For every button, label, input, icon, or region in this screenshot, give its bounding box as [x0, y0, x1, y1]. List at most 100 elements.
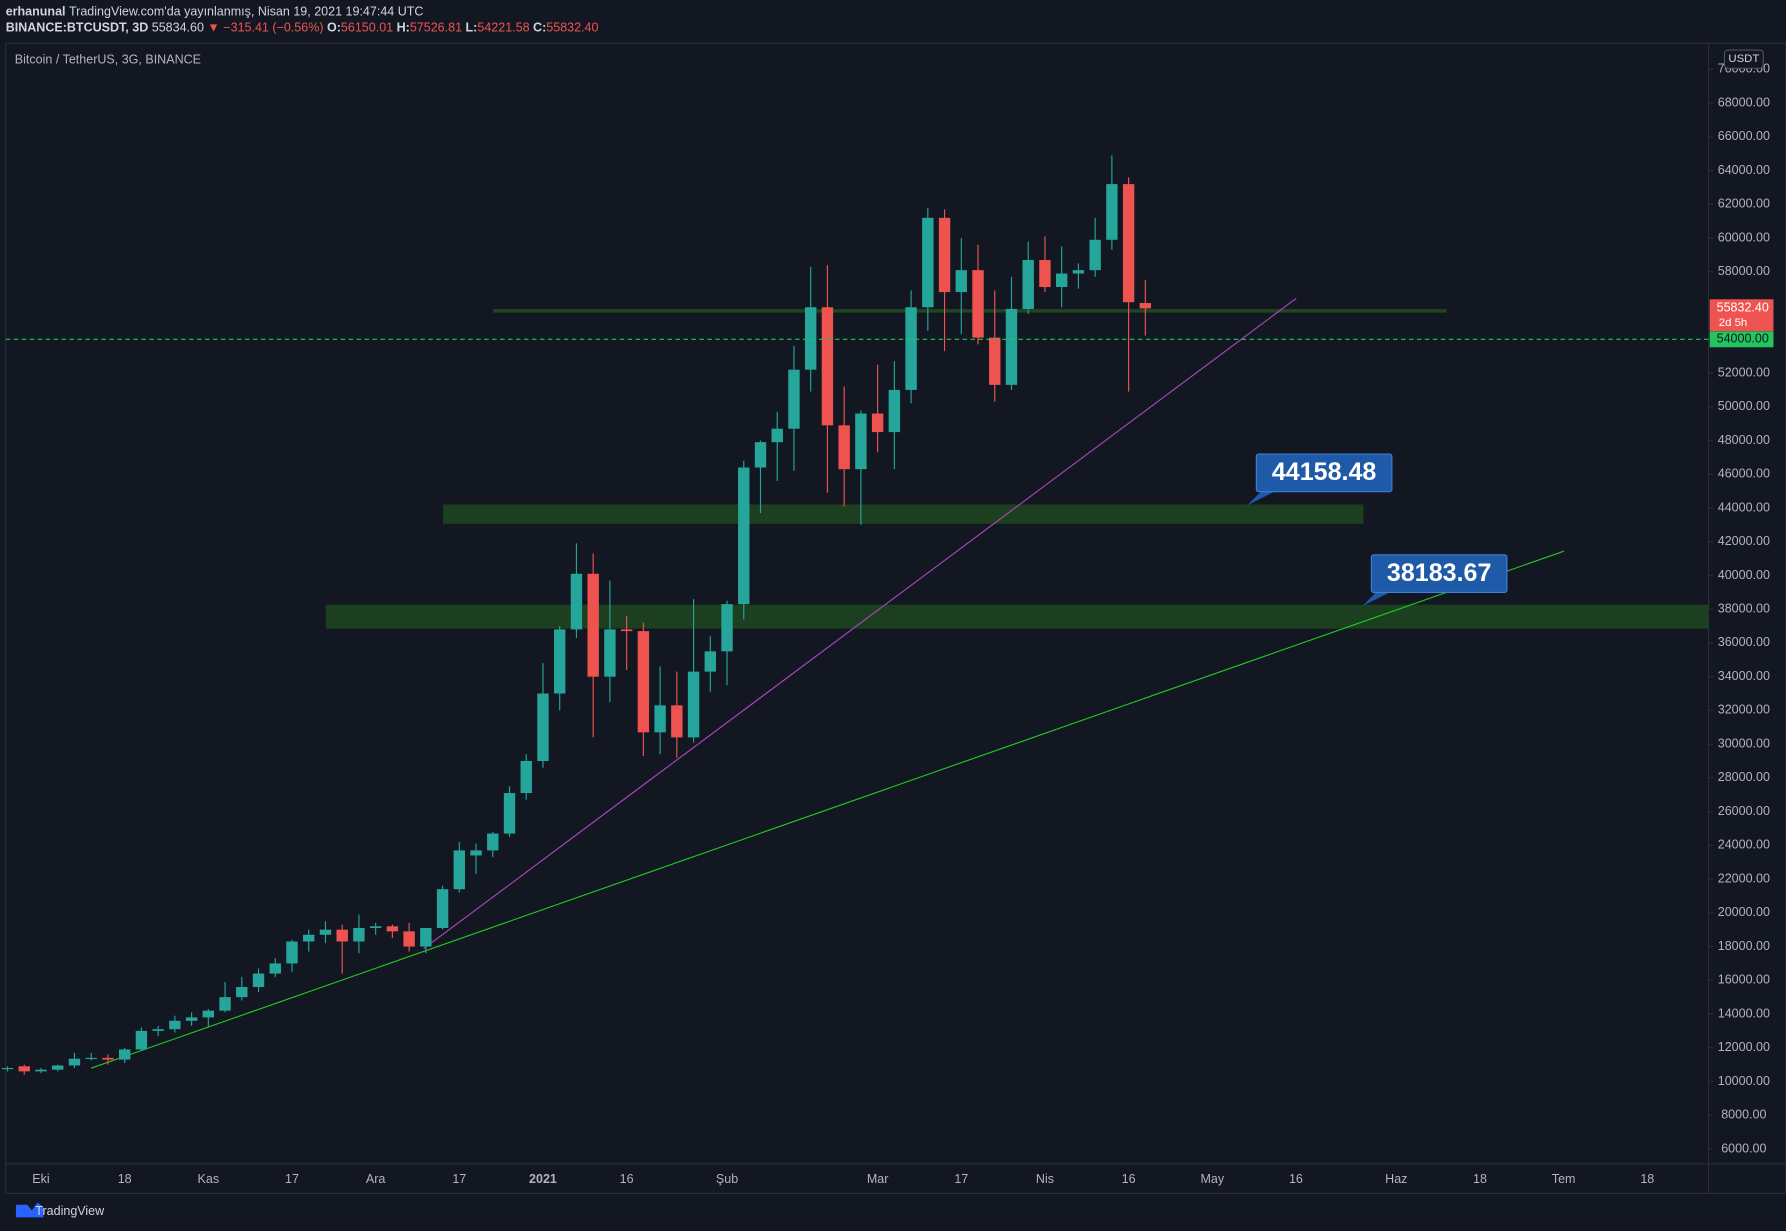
c: 55832.40 — [546, 21, 598, 35]
candle-body — [52, 1065, 64, 1070]
candle-body — [955, 270, 967, 293]
candle-body — [704, 651, 716, 672]
candle-body — [353, 927, 365, 942]
candle-body — [671, 705, 683, 738]
candle-body — [888, 389, 901, 433]
y-tick-label: 50000.00 — [1718, 399, 1770, 413]
candle-body — [135, 1030, 148, 1050]
y-tick-label: 48000.00 — [1718, 433, 1770, 447]
currency-box — [1723, 49, 1764, 69]
candle-body — [68, 1058, 81, 1066]
candle-body — [453, 850, 466, 890]
candle-body — [169, 1020, 181, 1030]
candle-body — [185, 1017, 198, 1021]
o: 56150.01 — [341, 21, 393, 35]
y-tick-label: 42000.00 — [1718, 534, 1770, 548]
candle-body — [286, 941, 298, 964]
chart-title: Bitcoin / TetherUS, 3G, BINANCE — [15, 53, 201, 67]
x-tick-label: 16 — [1122, 1172, 1136, 1186]
candle-body — [537, 693, 549, 762]
o-label: O: — [327, 21, 341, 35]
plot — [1, 155, 1709, 1075]
y-tick-label: 16000.00 — [1718, 973, 1770, 987]
callout-label: 44158.48 — [1272, 458, 1377, 486]
candle-body — [202, 1010, 215, 1018]
candle-body — [637, 631, 650, 733]
candle-body — [436, 889, 449, 928]
y-tick-label: 32000.00 — [1718, 703, 1770, 717]
x-tick-label: 16 — [620, 1172, 634, 1186]
candle-body — [855, 413, 867, 470]
change: ▼ −315.41 (−0.56%) — [207, 21, 323, 35]
x-tick-label: 17 — [285, 1172, 299, 1186]
callout-box — [1370, 554, 1508, 593]
price-tag-label: 55832.40 — [1717, 301, 1769, 315]
y-tick-label: 14000.00 — [1718, 1006, 1770, 1020]
candle-body — [152, 1029, 164, 1031]
y-tick-label: 22000.00 — [1718, 871, 1770, 885]
candle-body — [738, 467, 750, 605]
candle-body — [922, 217, 934, 308]
trend-line — [423, 297, 1297, 950]
candle-body — [269, 963, 281, 974]
trend-line — [90, 550, 1565, 1069]
candle-body — [18, 1066, 30, 1072]
callout-box — [1255, 453, 1393, 493]
x-tick-label: 18 — [1640, 1172, 1654, 1186]
candle-body — [938, 217, 951, 293]
candle-body — [1055, 273, 1068, 288]
candle-body — [771, 428, 783, 443]
publisher: erhanunal — [6, 5, 66, 19]
y-tick-label: 64000.00 — [1718, 163, 1770, 177]
candle-body — [604, 629, 616, 677]
x-tick-label: Tem — [1552, 1172, 1576, 1186]
candle-body — [1005, 308, 1018, 385]
candle-body — [252, 973, 265, 988]
published: TradingView.com'da yayınlanmış, Nisan 19… — [69, 5, 423, 19]
candle-body — [403, 931, 415, 947]
candle-body — [972, 270, 984, 338]
y-tick-label: 40000.00 — [1718, 568, 1770, 582]
x-tick-label: 2021 — [529, 1172, 557, 1186]
y-tick-label: 58000.00 — [1718, 264, 1770, 278]
candle-body — [654, 705, 666, 733]
candle-body — [721, 604, 733, 652]
callout-pointer — [1247, 491, 1275, 506]
y-tick-label: 36000.00 — [1718, 635, 1770, 649]
candle-body — [386, 926, 399, 932]
zone — [443, 504, 1364, 524]
candle-body — [1139, 303, 1152, 309]
symbol: BINANCE:BTCUSDT, 3D — [6, 21, 149, 35]
candle-body — [319, 929, 332, 935]
candle-body — [520, 761, 532, 794]
x-tick-label: Kas — [198, 1172, 220, 1186]
candle-body — [989, 337, 1001, 385]
candle-body — [1122, 184, 1135, 303]
candle-body — [554, 629, 566, 694]
y-tick-label: 68000.00 — [1718, 95, 1770, 109]
candle-body — [838, 425, 850, 470]
candle-body — [118, 1049, 131, 1060]
candle-body — [420, 927, 432, 947]
candle-body — [620, 629, 633, 632]
chart-frame — [5, 42, 1786, 1194]
candle-body — [788, 369, 800, 429]
candle-body — [336, 929, 348, 942]
candle-body — [369, 926, 382, 928]
candle-body — [487, 833, 499, 851]
alert-tag — [1709, 331, 1774, 348]
candle-body — [1106, 184, 1118, 240]
candle-body — [1039, 260, 1051, 288]
c-label: C: — [533, 21, 546, 35]
candle-body — [754, 442, 767, 468]
candle-body — [821, 307, 834, 426]
y-tick-label: 24000.00 — [1718, 838, 1770, 852]
x-tick-label: Mar — [867, 1172, 889, 1186]
y-tick-label: 62000.00 — [1718, 197, 1770, 211]
currency: USDT — [1728, 53, 1759, 65]
x-tick-label: Ara — [366, 1172, 386, 1186]
y-tick-label: 6000.00 — [1721, 1141, 1766, 1155]
candle-body — [905, 307, 917, 390]
